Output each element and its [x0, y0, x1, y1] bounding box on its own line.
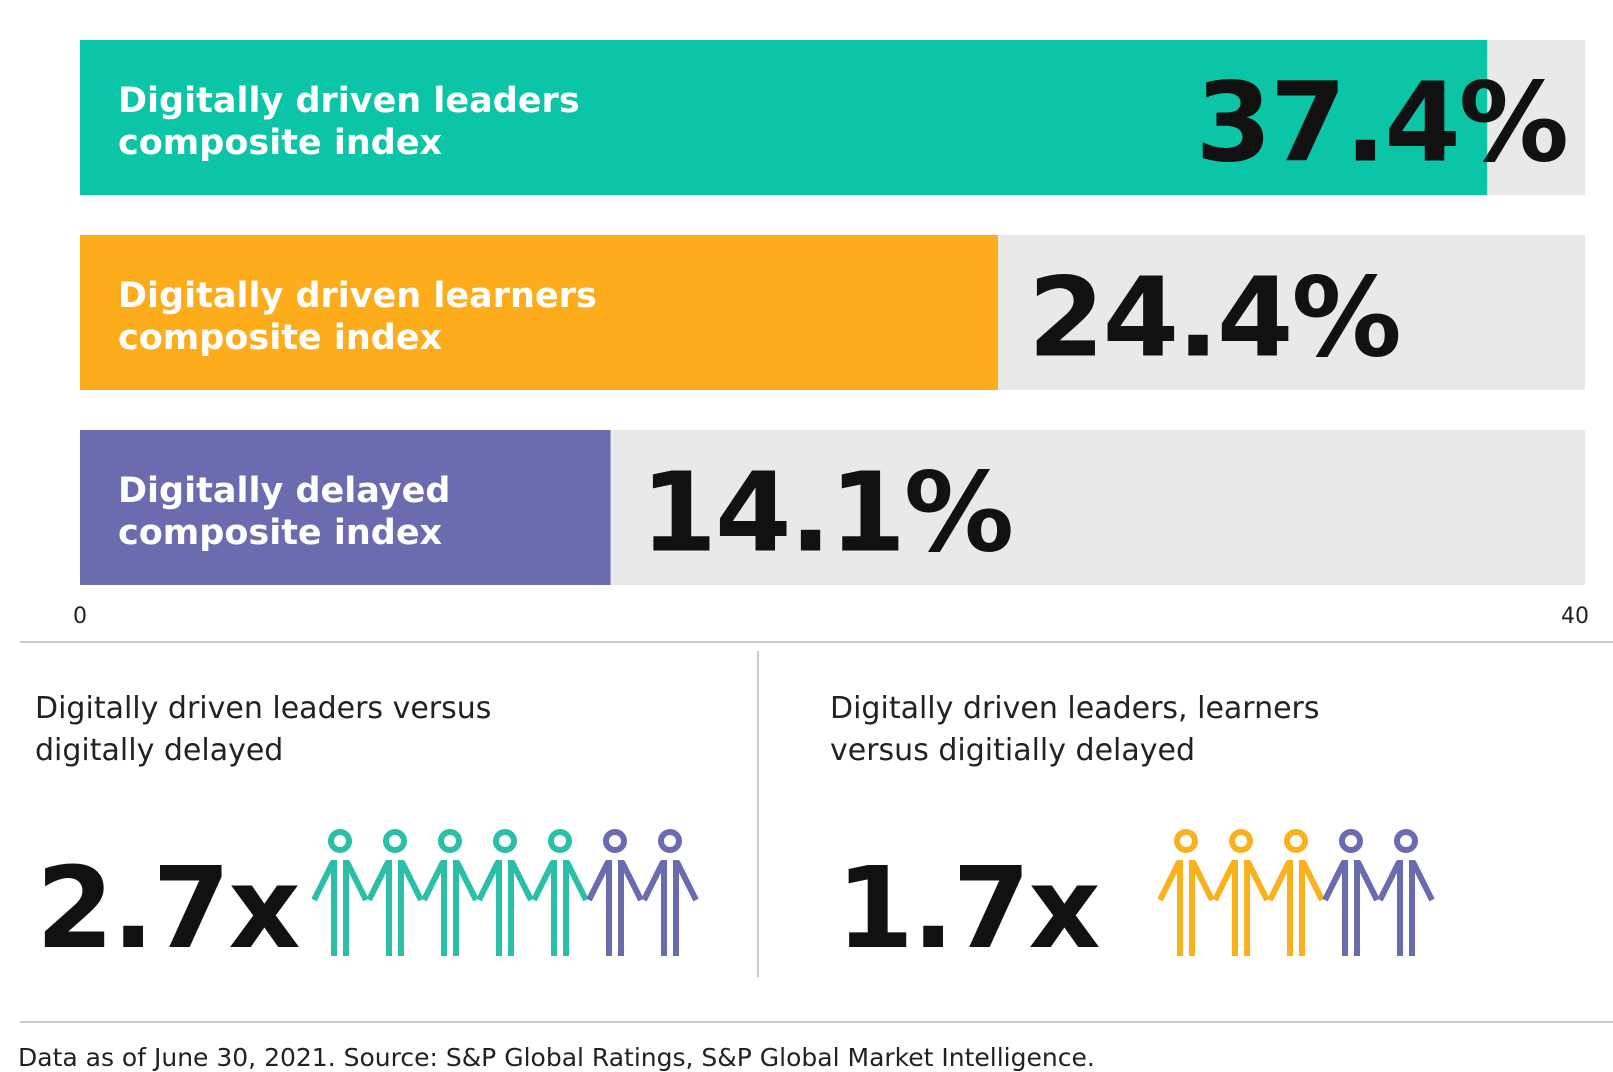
people-icons-leaders-vs-delayed: [312, 829, 699, 956]
panel-title-leaders-vs-delayed: Digitally driven leaders versus digitall…: [35, 688, 491, 772]
people-icons-leaders-learners-vs-delayed: [1158, 829, 1435, 956]
person-icon: [1267, 829, 1325, 956]
panel-title-line: digitally delayed: [35, 733, 284, 768]
panel-title-line: Digitally driven leaders versus: [35, 691, 492, 726]
person-icon: [476, 829, 534, 956]
bar: [80, 40, 1488, 195]
panel-title-leaders-learners-vs-delayed: Digitally driven leaders, learners versu…: [830, 688, 1320, 772]
person-icon: [1158, 829, 1215, 956]
divider-top: [20, 641, 1613, 643]
person-icon: [1377, 829, 1435, 956]
person-icon: [531, 829, 589, 956]
person-icon: [1212, 829, 1270, 956]
bar: [80, 235, 999, 390]
x-tick-label: 0: [73, 604, 87, 629]
category-label: Digitally driven learners composite index: [118, 276, 597, 358]
value-label: 14.1%: [641, 449, 1013, 577]
divider-bottom: [20, 1021, 1613, 1023]
person-icon: [366, 829, 424, 956]
value-label: 24.4%: [1028, 254, 1400, 382]
ratio-value: 2.7x: [36, 844, 301, 974]
person-icon: [421, 829, 479, 956]
person-icon: [1322, 829, 1380, 956]
category-label: Digitally delayed composite index: [118, 471, 450, 553]
panel-title-line: Digitally driven leaders, learners: [830, 691, 1320, 726]
source-footnote: Data as of June 30, 2021. Source: S&P Gl…: [18, 1043, 1095, 1072]
bar-chart: Digitally driven leaders composite index 3…: [73, 40, 1589, 629]
x-tick-label: 40: [1561, 604, 1589, 629]
bar: [80, 430, 611, 585]
person-icon: [312, 829, 369, 956]
value-label: 37.4%: [1195, 59, 1567, 187]
divider-vertical: [757, 651, 759, 977]
person-icon: [641, 829, 699, 956]
category-label: Digitally driven leaders composite index: [118, 81, 580, 163]
ratio-value: 1.7x: [836, 844, 1101, 974]
panel-title-line: versus digitially delayed: [830, 733, 1196, 768]
person-icon: [586, 829, 644, 956]
